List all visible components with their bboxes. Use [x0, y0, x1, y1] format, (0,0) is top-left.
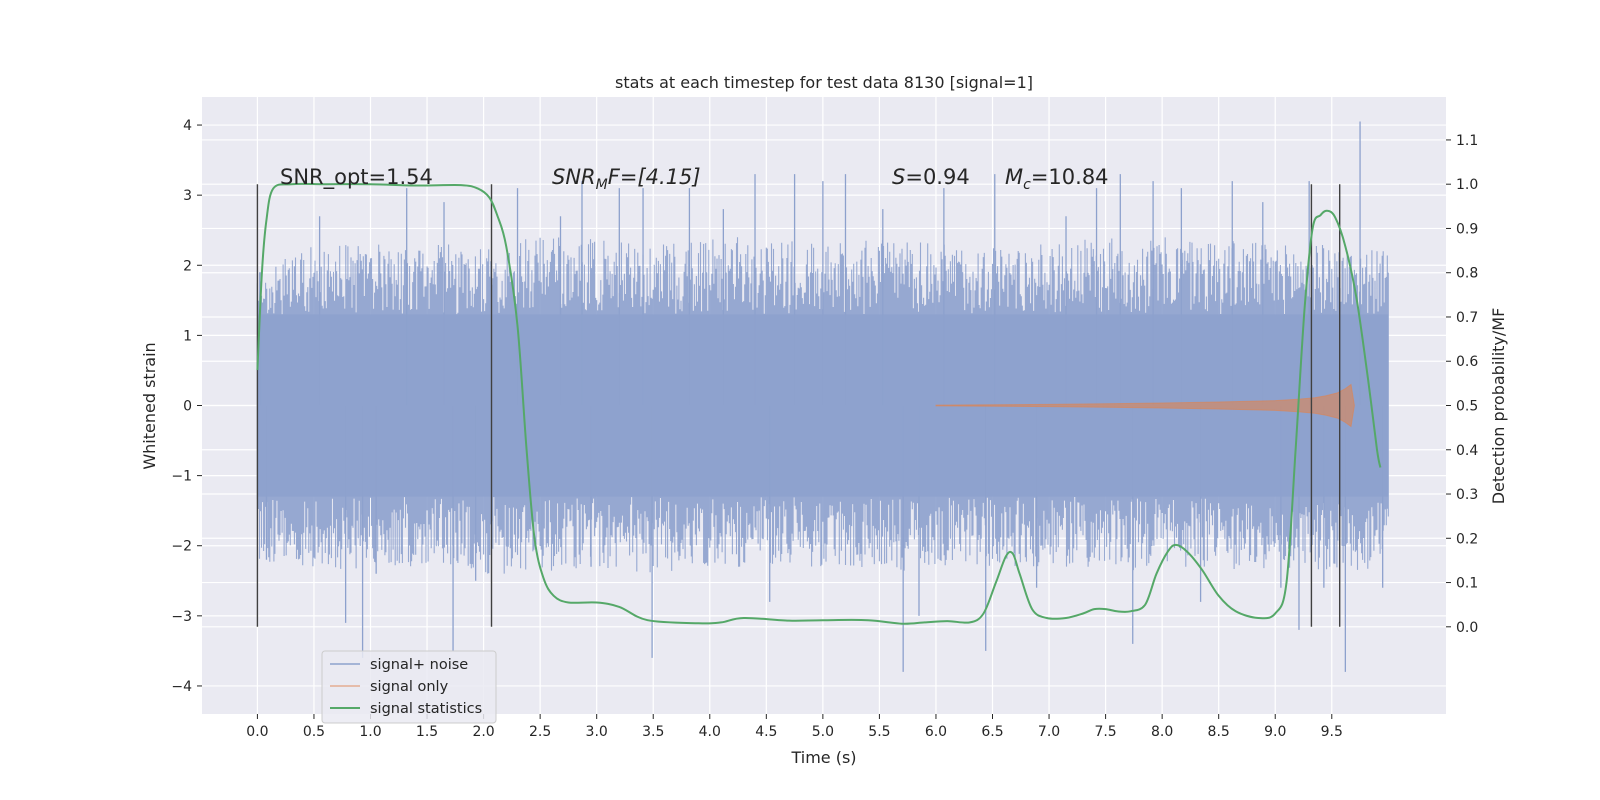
x-tick-label: 3.0 [586, 724, 608, 740]
y2-tick-label: 1.1 [1456, 133, 1478, 149]
axes: 0.0 0.5 1.0 1.5 2.0 2.5 3.0 3.5 4.0 4.5 5.0 5.5 6.0 6… [171, 118, 1478, 740]
chart-title: stats at each timestep for test data 813… [615, 73, 1033, 92]
y2-axis-label: Detection probability/MF [1489, 308, 1508, 505]
x-tick-label: 9.5 [1321, 724, 1343, 740]
annotation-s: S=0.94 [892, 165, 970, 189]
y2-tick-label: 0.6 [1456, 354, 1478, 370]
x-tick-label: 4.0 [699, 724, 721, 740]
mc-main: M [1005, 165, 1023, 189]
y2-tick-label: 0.3 [1456, 487, 1478, 503]
x-tick-label: 6.0 [925, 724, 947, 740]
x-tick-label: 1.0 [359, 724, 381, 740]
snr-mf-rest: F=[4.15] [608, 165, 701, 189]
y-tick-label: 1 [183, 328, 192, 344]
x-tick-label: 1.5 [416, 724, 438, 740]
y-tick-label: 3 [183, 188, 192, 204]
y2-tick-label: 0.5 [1456, 399, 1478, 415]
s-main: S [892, 165, 905, 189]
y2-tick-label: 0.1 [1456, 576, 1478, 592]
x-tick-label: 0.0 [246, 724, 268, 740]
x-tick-label: 5.5 [868, 724, 890, 740]
vertical-markers [256, 184, 1341, 627]
x-tick-label: 8.0 [1151, 724, 1173, 740]
x-tick-label: 2.5 [529, 724, 551, 740]
y2-tick-label: 0.0 [1456, 620, 1478, 636]
legend: signal+ noise signal only signal statist… [321, 650, 497, 724]
y2-tick-label: 0.8 [1456, 266, 1478, 282]
x-tick-label: 9.0 [1264, 724, 1286, 740]
annotation-mc: Mc=10.84 [1005, 165, 1109, 193]
annotation-snr-mf: SNRMF=[4.15] [552, 165, 701, 193]
y2-tick-label: 0.9 [1456, 221, 1478, 237]
annotation-snr-opt: SNR_opt=1.54 [280, 165, 433, 190]
signal-only-line [935, 383, 1355, 428]
y-tick-label: −2 [171, 539, 192, 555]
x-tick-label: 7.0 [1038, 724, 1060, 740]
y-tick-label: −1 [171, 469, 192, 485]
y-tick-label: 4 [183, 118, 192, 134]
signal-statistics-line [256, 182, 1382, 625]
y-tick-label: 2 [183, 258, 192, 274]
y2-tick-label: 0.2 [1456, 531, 1478, 547]
snr-mf-main: SNR [552, 165, 596, 189]
y2-tick-label: 0.4 [1456, 443, 1478, 459]
x-tick-label: 5.0 [812, 724, 834, 740]
x-tick-label: 8.5 [1208, 724, 1230, 740]
x-tick-label: 0.5 [303, 724, 325, 740]
y2-tick-label: 1.0 [1456, 177, 1478, 193]
legend-box [321, 650, 497, 724]
y-tick-label: −3 [171, 609, 192, 625]
mc-rest: =10.84 [1031, 165, 1109, 189]
y-axis-label: Whitened strain [140, 342, 159, 469]
y-tick-label: 0 [183, 399, 192, 415]
x-axis-label: Time (s) [790, 748, 856, 767]
legend-label-signal-only: signal only [370, 679, 449, 695]
y2-tick-label: 0.7 [1456, 310, 1478, 326]
y-tick-label: −4 [171, 679, 192, 695]
x-tick-label: 3.5 [642, 724, 664, 740]
signal-only-series [935, 383, 1355, 428]
x-tick-label: 2.0 [472, 724, 494, 740]
signal-statistics-series [256, 182, 1382, 625]
x-tick-label: 6.5 [981, 724, 1003, 740]
x-tick-label: 7.5 [1094, 724, 1116, 740]
x-tick-label: 4.5 [755, 724, 777, 740]
legend-label-signal-noise: signal+ noise [370, 657, 468, 673]
s-rest: =0.94 [905, 165, 969, 189]
snr-mf-subscript: M [596, 177, 608, 193]
mc-subscript: c [1023, 177, 1031, 193]
legend-label-signal-statistics: signal statistics [370, 701, 482, 717]
